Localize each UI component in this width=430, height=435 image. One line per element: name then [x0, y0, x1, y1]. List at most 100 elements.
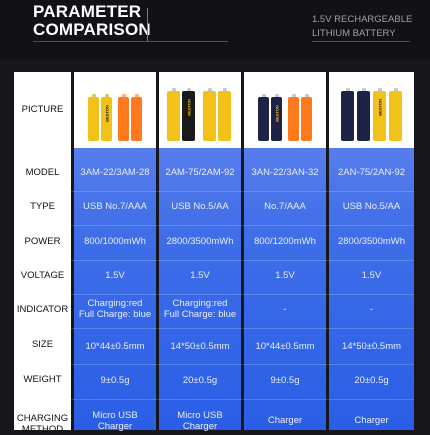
charging-method-cell: Micro USB Charger — [159, 410, 241, 432]
comparison-table: PICTURE MODEL TYPE POWER VOLTAGE INDICAT… — [14, 72, 414, 435]
battery-brand-print: BESTON — [377, 99, 382, 116]
indicator-cell: - — [329, 304, 414, 315]
battery-image — [88, 94, 99, 141]
indicator-cell: Charging:red Full Charge: blue — [74, 298, 156, 320]
row-label-model: MODEL — [25, 167, 60, 178]
battery-image: BESTON — [101, 94, 112, 141]
row-divider — [14, 364, 414, 365]
power-cell: 800/1200mWh — [254, 236, 316, 247]
battery-image — [167, 88, 180, 141]
row-label-charging-method: CHARGING METHOD — [14, 413, 71, 435]
indicator-line-1: Charging:red — [87, 298, 143, 309]
product-column-4: BESTON 2AN-75/2AN-92 USB No.5/AA 2800/35… — [329, 72, 414, 430]
indicator-line-2: Full Charge: blue — [78, 309, 152, 320]
row-label-weight: WEIGHT — [23, 374, 62, 385]
row-divider — [14, 399, 414, 400]
charging-method-cell: Charger — [329, 415, 414, 426]
voltage-cell: 1.5V — [361, 270, 382, 281]
row-label-type: TYPE — [30, 201, 55, 212]
row-label-size: SIZE — [31, 339, 54, 350]
weight-cell: 20±0.5g — [182, 375, 218, 386]
page-subtitle: 1.5V RECHARGEABLE LITHIUM BATTERY — [312, 13, 412, 41]
battery-brand-print: BESTON — [186, 99, 191, 116]
battery-image — [341, 88, 354, 141]
battery-image — [203, 88, 216, 141]
battery-image — [389, 88, 402, 141]
weight-cell: 9±0.5g — [270, 375, 300, 386]
indicator-line-1: - — [283, 304, 287, 315]
row-divider — [14, 294, 414, 295]
weight-cell: 9±0.5g — [100, 375, 130, 386]
header-bar: PARAMETER COMPARISON 1.5V RECHARGEABLE L… — [0, 0, 430, 60]
model-cell: 2AN-75/2AN-92 — [337, 167, 406, 178]
product-picture-3: BESTON — [244, 72, 326, 148]
battery-image — [301, 94, 312, 141]
voltage-cell: 1.5V — [275, 270, 295, 281]
row-label-voltage: VOLTAGE — [20, 270, 65, 281]
indicator-line-1: Charging:red — [172, 298, 228, 309]
charging-method-cell: Charger — [244, 415, 326, 426]
row-divider — [14, 225, 414, 226]
battery-image — [357, 88, 370, 141]
charging-line-2: Charger — [182, 421, 218, 432]
charging-line-1: Charger — [267, 415, 303, 426]
model-cell: 3AM-22/3AM-28 — [80, 167, 150, 178]
product-column-1: BESTON 3AM-22/3AM-28 USB No.7/AAA 800/10… — [74, 72, 156, 432]
size-cell: 10*44±0.5mm — [85, 341, 145, 352]
charging-line-1: Micro USB — [92, 410, 138, 421]
indicator-line-2: Full Charge: blue — [163, 309, 237, 320]
type-cell: USB No.7/AAA — [83, 201, 147, 212]
row-label-power: POWER — [24, 236, 61, 247]
battery-brand-print: BESTON — [274, 105, 279, 122]
indicator-cell: Charging:red Full Charge: blue — [159, 298, 241, 320]
weight-cell: 20±0.5g — [354, 375, 389, 386]
product-picture-4: BESTON — [329, 72, 414, 148]
title-line-2: COMPARISON — [33, 20, 151, 39]
voltage-cell: 1.5V — [190, 270, 210, 281]
size-cell: 14*50±0.5mm — [170, 341, 230, 352]
power-cell: 2800/3500mWh — [166, 236, 234, 247]
size-cell: 10*44±0.5mm — [255, 341, 315, 352]
battery-image: BESTON — [373, 88, 386, 141]
indicator-cell: - — [244, 304, 326, 315]
indicator-line-1: - — [369, 304, 374, 315]
battery-image: BESTON — [182, 88, 195, 141]
type-cell: USB No.5/AA — [171, 201, 229, 212]
charging-line-2: Charger — [97, 421, 133, 432]
battery-brand-print: BESTON — [104, 105, 109, 122]
model-cell: 3AN-22/3AN-32 — [251, 167, 319, 178]
battery-image — [118, 94, 129, 141]
power-cell: 800/1000mWh — [84, 236, 146, 247]
row-divider — [14, 260, 414, 261]
type-cell: No.7/AAA — [264, 201, 306, 212]
power-cell: 2800/3500mWh — [337, 236, 406, 247]
type-cell: USB No.5/AA — [342, 201, 401, 212]
product-column-3: BESTON 3AN-22/3AN-32 No.7/AAA 800/1200mW… — [244, 72, 326, 430]
title-accent-line — [147, 8, 148, 42]
charging-method-cell: Micro USB Charger — [74, 410, 156, 432]
voltage-cell: 1.5V — [105, 270, 125, 281]
row-label-charging-line-1: CHARGING — [16, 413, 69, 424]
subtitle-line-1: 1.5V RECHARGEABLE — [312, 14, 413, 25]
row-labels-column: PICTURE MODEL TYPE POWER VOLTAGE INDICAT… — [14, 72, 71, 435]
product-picture-1: BESTON — [74, 72, 156, 148]
battery-image — [288, 94, 299, 141]
row-divider — [14, 191, 414, 192]
row-label-indicator: INDICATOR — [16, 304, 69, 315]
title-divider — [33, 41, 228, 42]
product-picture-2: BESTON — [159, 72, 241, 148]
battery-image — [131, 94, 142, 141]
product-column-2: BESTON 2AM-75/2AM-92 USB No.5/AA 2800/35… — [159, 72, 241, 432]
battery-image: BESTON — [271, 94, 282, 141]
charging-line-1: Micro USB — [177, 410, 223, 421]
model-cell: 2AM-75/2AM-92 — [165, 167, 235, 178]
battery-image — [218, 88, 231, 141]
row-divider — [14, 328, 414, 329]
subtitle-line-2: LITHIUM BATTERY — [312, 28, 396, 39]
size-cell: 14*50±0.5mm — [341, 341, 402, 352]
title-line-1: PARAMETER — [33, 2, 142, 21]
row-label-picture: PICTURE — [21, 104, 64, 115]
subtitle-divider — [312, 41, 410, 42]
battery-image — [258, 94, 269, 141]
page-title: PARAMETER COMPARISON — [33, 3, 151, 39]
